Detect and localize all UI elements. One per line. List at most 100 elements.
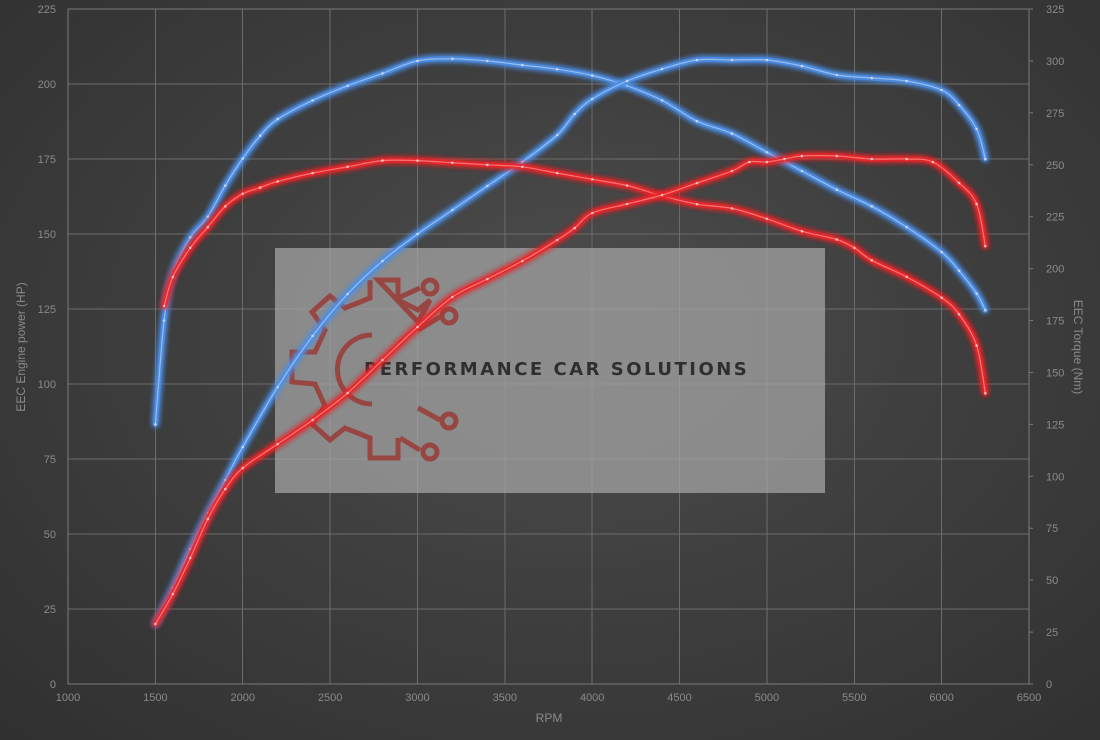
data-point bbox=[521, 63, 524, 67]
y2-tick-label: 175 bbox=[1046, 316, 1064, 328]
data-point bbox=[590, 74, 594, 77]
data-point bbox=[381, 259, 384, 263]
data-point bbox=[625, 202, 629, 206]
data-point bbox=[346, 292, 349, 296]
x-tick-label: 1500 bbox=[143, 692, 167, 704]
data-point bbox=[975, 202, 978, 206]
data-point bbox=[206, 517, 210, 521]
x-tick-label: 4000 bbox=[580, 692, 604, 704]
series-lines bbox=[152, 56, 988, 627]
data-point bbox=[695, 58, 699, 62]
data-point bbox=[555, 67, 559, 71]
y2-tick-label: 100 bbox=[1046, 471, 1064, 483]
data-point bbox=[957, 269, 961, 273]
data-point bbox=[931, 160, 935, 164]
data-point bbox=[346, 84, 349, 88]
data-point bbox=[486, 277, 489, 281]
y-tick-label: 150 bbox=[38, 229, 56, 241]
data-point bbox=[730, 132, 734, 135]
series-stock_torque bbox=[161, 157, 988, 396]
data-point bbox=[189, 236, 192, 239]
data-point bbox=[224, 184, 227, 187]
x-tick-label: 5000 bbox=[755, 692, 779, 704]
data-point bbox=[154, 622, 157, 626]
data-point bbox=[748, 160, 751, 164]
y-tick-label: 125 bbox=[38, 304, 56, 316]
data-point bbox=[765, 151, 769, 154]
data-point bbox=[660, 193, 664, 197]
data-point bbox=[276, 442, 280, 446]
data-point bbox=[835, 73, 839, 77]
data-point bbox=[189, 246, 192, 250]
y-tick-label: 25 bbox=[44, 604, 56, 616]
y-tick-label: 100 bbox=[38, 379, 56, 391]
data-point bbox=[346, 165, 349, 169]
data-point bbox=[206, 215, 210, 218]
data-point bbox=[224, 487, 227, 491]
plot-frame bbox=[67, 8, 1030, 685]
series-tuned_power bbox=[152, 56, 988, 627]
data-point bbox=[521, 160, 524, 164]
data-point bbox=[870, 205, 873, 208]
data-point bbox=[800, 229, 804, 233]
x-tick-label: 2500 bbox=[318, 692, 342, 704]
data-point bbox=[241, 157, 244, 160]
data-point bbox=[957, 181, 961, 185]
data-point bbox=[800, 169, 804, 173]
y2-axis-ticks: 0 25 50 75 100 125 150 175 200 225 250 275 300 325 bbox=[1029, 4, 1064, 691]
watermark: PERFORMANCE CAR SOLUTIONS bbox=[275, 248, 825, 493]
y-axis-ticks: 0 25 50 75 100 125 150 175 200 225 bbox=[38, 4, 56, 691]
data-point bbox=[984, 391, 987, 395]
series-tuned_torque bbox=[152, 56, 988, 427]
x-axis-title: RPM bbox=[536, 711, 563, 725]
series-highlight-tuned_power bbox=[154, 58, 986, 625]
data-point bbox=[905, 79, 908, 83]
data-point bbox=[258, 134, 262, 137]
data-point bbox=[162, 304, 166, 308]
data-point bbox=[835, 188, 839, 191]
series-stock_power bbox=[152, 153, 988, 627]
data-point bbox=[975, 344, 978, 347]
data-point bbox=[984, 308, 987, 312]
x-tick-label: 3000 bbox=[405, 692, 429, 704]
data-point bbox=[870, 157, 873, 161]
y2-tick-label: 275 bbox=[1046, 108, 1064, 120]
data-point bbox=[625, 184, 629, 187]
data-point bbox=[870, 259, 873, 262]
data-point bbox=[241, 192, 244, 196]
data-point bbox=[171, 592, 175, 596]
data-point bbox=[695, 119, 699, 123]
data-point bbox=[276, 117, 280, 121]
data-point bbox=[905, 225, 908, 229]
data-point bbox=[730, 58, 734, 62]
data-point bbox=[765, 58, 769, 62]
y2-tick-label: 75 bbox=[1046, 523, 1058, 535]
x-tick-label: 5500 bbox=[842, 692, 866, 704]
data-point bbox=[660, 99, 664, 102]
y-axis-title: EEC Engine power (HP) bbox=[14, 282, 28, 411]
data-point bbox=[765, 160, 769, 164]
data-point bbox=[940, 296, 943, 300]
y-tick-label: 175 bbox=[38, 154, 56, 166]
data-point bbox=[730, 207, 734, 210]
y2-tick-label: 300 bbox=[1046, 56, 1064, 68]
data-point bbox=[783, 157, 786, 161]
y2-tick-label: 250 bbox=[1046, 160, 1064, 172]
data-point bbox=[625, 79, 629, 83]
data-point bbox=[730, 169, 734, 173]
data-point bbox=[416, 59, 419, 63]
data-point bbox=[276, 180, 280, 183]
y2-tick-label: 325 bbox=[1046, 4, 1064, 16]
data-point bbox=[870, 76, 873, 80]
data-point bbox=[241, 445, 244, 449]
x-tick-label: 3500 bbox=[493, 692, 517, 704]
data-point bbox=[940, 88, 943, 92]
data-point bbox=[984, 244, 987, 248]
y2-tick-label: 25 bbox=[1046, 627, 1058, 639]
y-tick-label: 225 bbox=[38, 4, 56, 16]
data-point bbox=[853, 246, 856, 250]
data-point bbox=[381, 159, 384, 162]
data-point bbox=[800, 64, 804, 68]
x-tick-label: 4500 bbox=[667, 692, 691, 704]
data-point bbox=[311, 99, 314, 102]
